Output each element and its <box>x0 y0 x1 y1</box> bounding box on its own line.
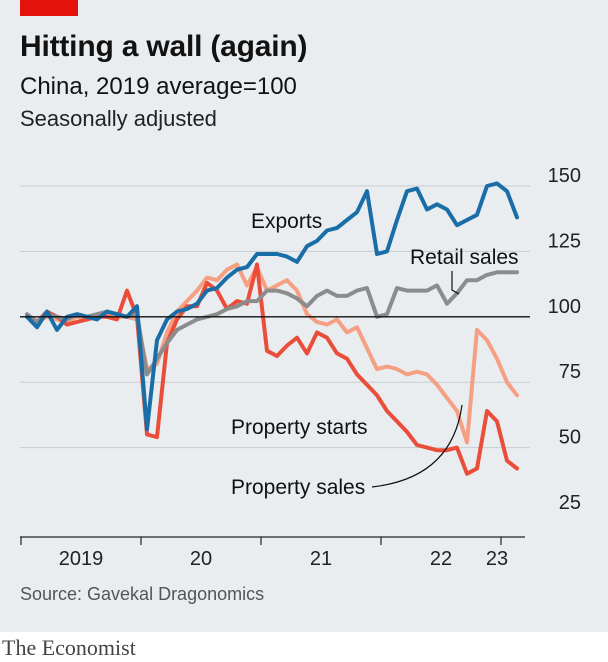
x-tick-label: 20 <box>190 548 212 570</box>
chart-subtitle: China, 2019 average=100 <box>20 73 297 100</box>
y-tick-label: 50 <box>559 427 581 449</box>
x-tick-label: 23 <box>486 548 508 570</box>
source-note: Source: Gavekal Dragonomics <box>20 584 265 604</box>
retail-sales-label: Retail sales <box>410 246 519 269</box>
property-sales-line <box>25 262 519 445</box>
x-tick-label: 21 <box>310 548 332 570</box>
y-tick-label: 100 <box>548 296 581 318</box>
exports-label: Exports <box>251 210 322 233</box>
brand-logo-text: The Economist <box>2 635 136 660</box>
y-tick-label: 75 <box>559 361 581 383</box>
brand-bar <box>0 632 608 662</box>
line-chart: 25 50 75 100 125 150 2019 20 21 22 23 Exports Retail… <box>20 165 581 570</box>
property-sales-label: Property sales <box>231 476 365 499</box>
property-sales-leader <box>371 404 463 488</box>
y-tick-label: 150 <box>548 165 581 187</box>
y-tick-label: 25 <box>559 492 581 514</box>
property-starts-label: Property starts <box>231 416 368 439</box>
y-tick-label: 125 <box>548 230 581 252</box>
chart-note: Seasonally adjusted <box>20 106 217 131</box>
exports-line <box>25 181 519 432</box>
brand-red-tag <box>20 0 78 16</box>
x-tick-label: 2019 <box>59 548 104 570</box>
retail-sales-leader <box>451 271 460 295</box>
chart-title: Hitting a wall (again) <box>20 30 308 63</box>
x-tick-label: 22 <box>430 548 452 570</box>
